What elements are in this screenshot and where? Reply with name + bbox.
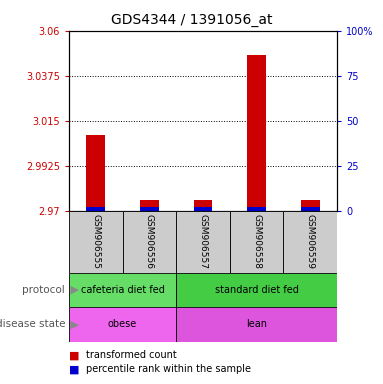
Text: obese: obese xyxy=(108,319,137,329)
Text: GSM906556: GSM906556 xyxy=(145,214,154,270)
Bar xyxy=(176,211,230,273)
Bar xyxy=(193,207,212,211)
Bar xyxy=(140,207,159,211)
Bar xyxy=(283,211,337,273)
Text: ■: ■ xyxy=(69,350,79,360)
Bar xyxy=(69,211,123,273)
Text: disease state: disease state xyxy=(0,319,65,329)
Text: percentile rank within the sample: percentile rank within the sample xyxy=(86,364,251,374)
Text: lean: lean xyxy=(246,319,267,329)
Text: ▶: ▶ xyxy=(67,285,79,295)
Bar xyxy=(301,207,319,211)
Text: standard diet fed: standard diet fed xyxy=(215,285,298,295)
Bar xyxy=(230,211,283,273)
Bar xyxy=(123,211,176,273)
Bar xyxy=(176,307,337,342)
Bar xyxy=(176,273,337,307)
Bar xyxy=(247,207,266,211)
Text: GSM906555: GSM906555 xyxy=(91,214,100,270)
Bar xyxy=(140,200,159,211)
Bar xyxy=(69,273,176,307)
Text: GSM906557: GSM906557 xyxy=(198,214,208,270)
Bar xyxy=(193,200,212,211)
Bar xyxy=(87,207,105,211)
Bar xyxy=(301,200,319,211)
Text: GSM906558: GSM906558 xyxy=(252,214,261,270)
Text: GDS4344 / 1391056_at: GDS4344 / 1391056_at xyxy=(111,13,272,27)
Text: ■: ■ xyxy=(69,364,79,374)
Text: transformed count: transformed count xyxy=(86,350,177,360)
Bar xyxy=(69,307,176,342)
Text: protocol: protocol xyxy=(22,285,65,295)
Text: GSM906559: GSM906559 xyxy=(306,214,315,270)
Bar xyxy=(87,135,105,211)
Text: cafeteria diet fed: cafeteria diet fed xyxy=(81,285,164,295)
Bar xyxy=(247,55,266,211)
Text: ▶: ▶ xyxy=(67,319,79,329)
